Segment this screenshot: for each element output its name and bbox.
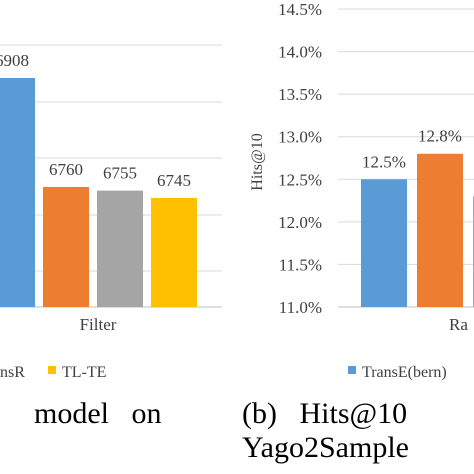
right-caption-line2: Yago2Sample	[242, 431, 409, 464]
left-chart: 6908 6760 6755 6745 Filter nsR TL-TE	[0, 44, 222, 381]
y-tick-label: 13.0%	[278, 128, 322, 147]
y-tick-label: 12.5%	[278, 170, 322, 189]
legend-label: TransE(bern)	[362, 364, 447, 381]
legend-swatch	[48, 366, 56, 374]
bar-2	[43, 186, 89, 307]
y-tick-label: 14.5%	[278, 0, 322, 19]
bar-1	[0, 78, 35, 307]
y-tick-label: 13.5%	[278, 85, 322, 104]
data-label: 6908	[0, 51, 29, 70]
bar-3	[97, 190, 143, 307]
y-tick-label: 12.0%	[278, 213, 322, 232]
y-tick-label: 14.0%	[278, 43, 322, 62]
data-label: 6760	[49, 160, 83, 179]
category-label: Filter	[80, 315, 117, 334]
data-label: 6755	[103, 164, 137, 183]
legend-swatch	[348, 366, 356, 374]
right-chart: 11.0% 11.5% 12.0% 12.5% 13.0% 13.5% 14.0% 14.5%…	[249, 0, 474, 381]
y-tick-label: 11.0%	[279, 298, 322, 317]
right-caption-line1: (b) Hits@10	[242, 397, 408, 430]
data-label: 12.5%	[362, 152, 406, 171]
bar-2	[417, 153, 463, 307]
y-axis-label: Hits@10	[249, 133, 266, 190]
data-label: 6745	[157, 171, 191, 190]
legend-label: TL-TE	[62, 364, 106, 381]
data-label: 12.8%	[418, 127, 462, 146]
legend-label: nsR	[0, 364, 25, 381]
y-tick-label: 11.5%	[279, 255, 322, 274]
bar-1	[361, 179, 407, 307]
left-caption: model on	[34, 397, 162, 430]
bar-4	[151, 198, 197, 307]
category-label: Ra	[449, 315, 468, 334]
